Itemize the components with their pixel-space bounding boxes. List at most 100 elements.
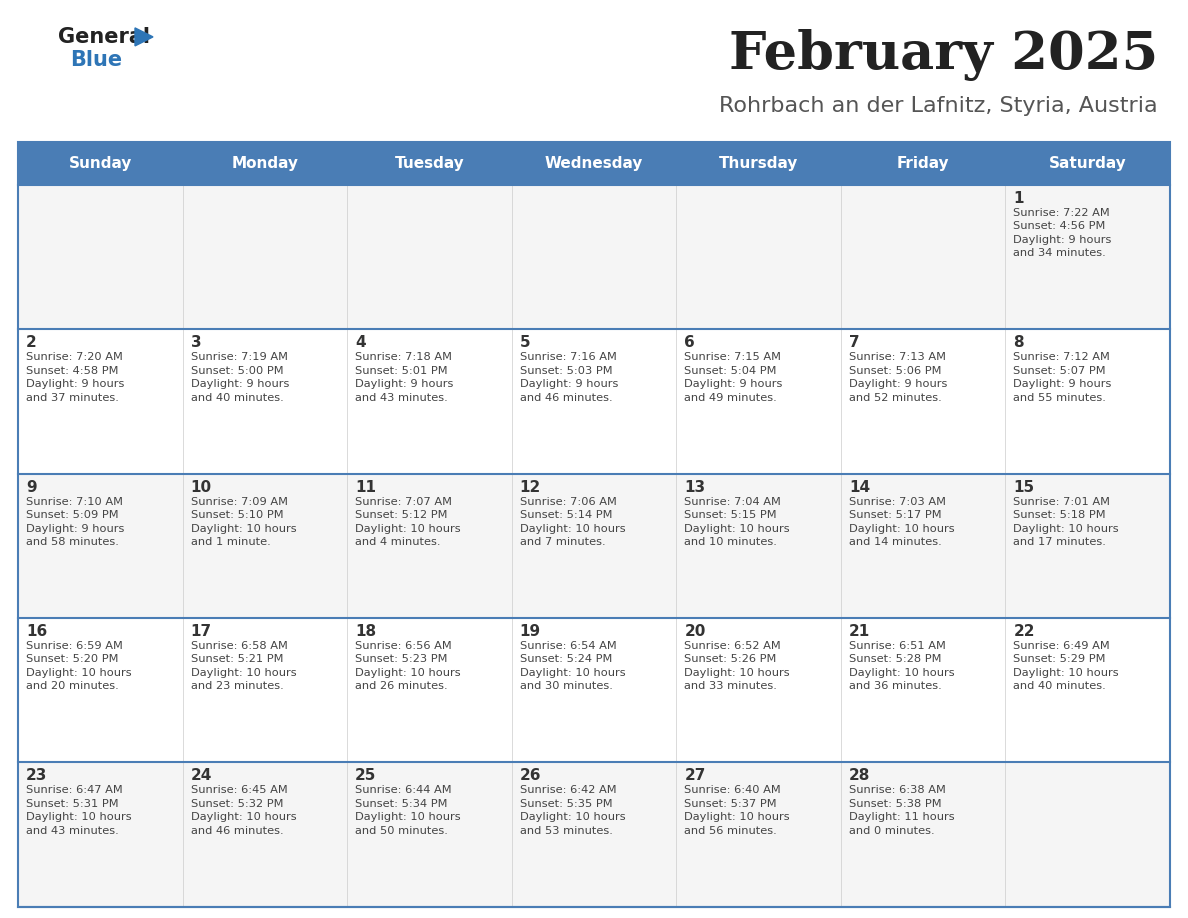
Text: Daylight: 9 hours: Daylight: 9 hours [1013, 234, 1112, 244]
Text: Daylight: 11 hours: Daylight: 11 hours [849, 812, 954, 823]
Text: Sunset: 5:29 PM: Sunset: 5:29 PM [1013, 655, 1106, 665]
Text: Sunset: 5:35 PM: Sunset: 5:35 PM [519, 799, 612, 809]
Text: Daylight: 10 hours: Daylight: 10 hours [519, 812, 625, 823]
Text: and 43 minutes.: and 43 minutes. [26, 826, 119, 836]
Text: and 46 minutes.: and 46 minutes. [190, 826, 283, 836]
Text: Daylight: 9 hours: Daylight: 9 hours [1013, 379, 1112, 389]
Text: Sunset: 5:12 PM: Sunset: 5:12 PM [355, 510, 448, 520]
Text: and 40 minutes.: and 40 minutes. [1013, 681, 1106, 691]
Text: Sunrise: 6:45 AM: Sunrise: 6:45 AM [190, 786, 287, 796]
Text: Daylight: 10 hours: Daylight: 10 hours [190, 523, 296, 533]
Text: Daylight: 9 hours: Daylight: 9 hours [26, 379, 125, 389]
Text: Daylight: 10 hours: Daylight: 10 hours [26, 812, 132, 823]
Text: Sunrise: 6:42 AM: Sunrise: 6:42 AM [519, 786, 617, 796]
Text: Sunset: 5:20 PM: Sunset: 5:20 PM [26, 655, 119, 665]
Text: Sunset: 5:14 PM: Sunset: 5:14 PM [519, 510, 612, 520]
Text: Daylight: 10 hours: Daylight: 10 hours [1013, 668, 1119, 678]
Text: Sunset: 5:37 PM: Sunset: 5:37 PM [684, 799, 777, 809]
Text: Daylight: 9 hours: Daylight: 9 hours [26, 523, 125, 533]
Text: Sunrise: 7:15 AM: Sunrise: 7:15 AM [684, 352, 782, 362]
Text: 21: 21 [849, 624, 870, 639]
Text: Daylight: 10 hours: Daylight: 10 hours [190, 812, 296, 823]
Bar [18, 185, 1170, 329]
Text: Daylight: 9 hours: Daylight: 9 hours [849, 379, 947, 389]
Text: Sunset: 5:28 PM: Sunset: 5:28 PM [849, 655, 941, 665]
Text: 28: 28 [849, 768, 871, 783]
Text: Monday: Monday [232, 156, 298, 171]
Text: Daylight: 10 hours: Daylight: 10 hours [26, 668, 132, 678]
Text: Sunrise: 6:51 AM: Sunrise: 6:51 AM [849, 641, 946, 651]
Text: Sunset: 5:04 PM: Sunset: 5:04 PM [684, 365, 777, 375]
Text: and 0 minutes.: and 0 minutes. [849, 826, 935, 836]
Text: Sunset: 5:26 PM: Sunset: 5:26 PM [684, 655, 777, 665]
Text: Sunset: 5:01 PM: Sunset: 5:01 PM [355, 365, 448, 375]
Text: Sunrise: 7:06 AM: Sunrise: 7:06 AM [519, 497, 617, 507]
Text: Thursday: Thursday [719, 156, 798, 171]
Bar [18, 763, 1170, 907]
Text: Sunrise: 7:01 AM: Sunrise: 7:01 AM [1013, 497, 1111, 507]
Bar [18, 474, 1170, 618]
Text: and 46 minutes.: and 46 minutes. [519, 393, 612, 402]
Text: Sunrise: 7:19 AM: Sunrise: 7:19 AM [190, 352, 287, 362]
Text: Sunrise: 7:03 AM: Sunrise: 7:03 AM [849, 497, 946, 507]
Text: Daylight: 10 hours: Daylight: 10 hours [355, 812, 461, 823]
Text: Daylight: 10 hours: Daylight: 10 hours [849, 668, 954, 678]
Text: Sunset: 5:31 PM: Sunset: 5:31 PM [26, 799, 119, 809]
Text: 3: 3 [190, 335, 201, 350]
Text: Sunset: 5:07 PM: Sunset: 5:07 PM [1013, 365, 1106, 375]
Text: and 34 minutes.: and 34 minutes. [1013, 248, 1106, 258]
Text: Sunrise: 7:12 AM: Sunrise: 7:12 AM [1013, 352, 1111, 362]
Text: 26: 26 [519, 768, 542, 783]
Text: February 2025: February 2025 [728, 29, 1158, 81]
Text: General: General [58, 27, 150, 47]
Text: and 17 minutes.: and 17 minutes. [1013, 537, 1106, 547]
Text: Daylight: 10 hours: Daylight: 10 hours [355, 668, 461, 678]
Text: Sunrise: 7:04 AM: Sunrise: 7:04 AM [684, 497, 782, 507]
Text: Daylight: 10 hours: Daylight: 10 hours [190, 668, 296, 678]
Text: 18: 18 [355, 624, 377, 639]
Text: and 43 minutes.: and 43 minutes. [355, 393, 448, 402]
Text: Sunset: 5:18 PM: Sunset: 5:18 PM [1013, 510, 1106, 520]
Text: Blue: Blue [70, 50, 122, 70]
Text: and 23 minutes.: and 23 minutes. [190, 681, 283, 691]
Text: Daylight: 10 hours: Daylight: 10 hours [684, 668, 790, 678]
Text: Sunrise: 7:13 AM: Sunrise: 7:13 AM [849, 352, 946, 362]
Text: Rohrbach an der Lafnitz, Styria, Austria: Rohrbach an der Lafnitz, Styria, Austria [720, 95, 1158, 116]
Text: Wednesday: Wednesday [545, 156, 643, 171]
Text: and 26 minutes.: and 26 minutes. [355, 681, 448, 691]
Text: Sunrise: 7:20 AM: Sunrise: 7:20 AM [26, 352, 122, 362]
Text: Tuesday: Tuesday [394, 156, 465, 171]
Text: Sunrise: 7:09 AM: Sunrise: 7:09 AM [190, 497, 287, 507]
Text: and 33 minutes.: and 33 minutes. [684, 681, 777, 691]
Text: Sunset: 5:06 PM: Sunset: 5:06 PM [849, 365, 941, 375]
Text: and 7 minutes.: and 7 minutes. [519, 537, 606, 547]
Text: Sunrise: 6:54 AM: Sunrise: 6:54 AM [519, 641, 617, 651]
Text: and 56 minutes.: and 56 minutes. [684, 826, 777, 836]
Text: and 49 minutes.: and 49 minutes. [684, 393, 777, 402]
Text: Daylight: 10 hours: Daylight: 10 hours [684, 812, 790, 823]
Text: Sunset: 5:10 PM: Sunset: 5:10 PM [190, 510, 283, 520]
Text: Daylight: 9 hours: Daylight: 9 hours [684, 379, 783, 389]
Bar [18, 618, 1170, 763]
Text: Sunrise: 7:10 AM: Sunrise: 7:10 AM [26, 497, 124, 507]
Text: Sunset: 5:32 PM: Sunset: 5:32 PM [190, 799, 283, 809]
Text: and 37 minutes.: and 37 minutes. [26, 393, 119, 402]
Text: Sunrise: 6:59 AM: Sunrise: 6:59 AM [26, 641, 122, 651]
Text: Sunset: 5:38 PM: Sunset: 5:38 PM [849, 799, 941, 809]
Text: Sunrise: 7:07 AM: Sunrise: 7:07 AM [355, 497, 453, 507]
Text: Daylight: 9 hours: Daylight: 9 hours [355, 379, 454, 389]
Polygon shape [135, 28, 153, 46]
Text: and 53 minutes.: and 53 minutes. [519, 826, 613, 836]
Text: and 40 minutes.: and 40 minutes. [190, 393, 283, 402]
Text: Sunrise: 6:47 AM: Sunrise: 6:47 AM [26, 786, 122, 796]
Text: Sunset: 4:58 PM: Sunset: 4:58 PM [26, 365, 119, 375]
Text: and 58 minutes.: and 58 minutes. [26, 537, 119, 547]
Text: 12: 12 [519, 479, 541, 495]
Text: and 10 minutes.: and 10 minutes. [684, 537, 777, 547]
Text: and 55 minutes.: and 55 minutes. [1013, 393, 1106, 402]
Text: and 20 minutes.: and 20 minutes. [26, 681, 119, 691]
Text: Sunset: 5:15 PM: Sunset: 5:15 PM [684, 510, 777, 520]
Text: 25: 25 [355, 768, 377, 783]
Text: Sunrise: 6:56 AM: Sunrise: 6:56 AM [355, 641, 451, 651]
Text: 14: 14 [849, 479, 870, 495]
